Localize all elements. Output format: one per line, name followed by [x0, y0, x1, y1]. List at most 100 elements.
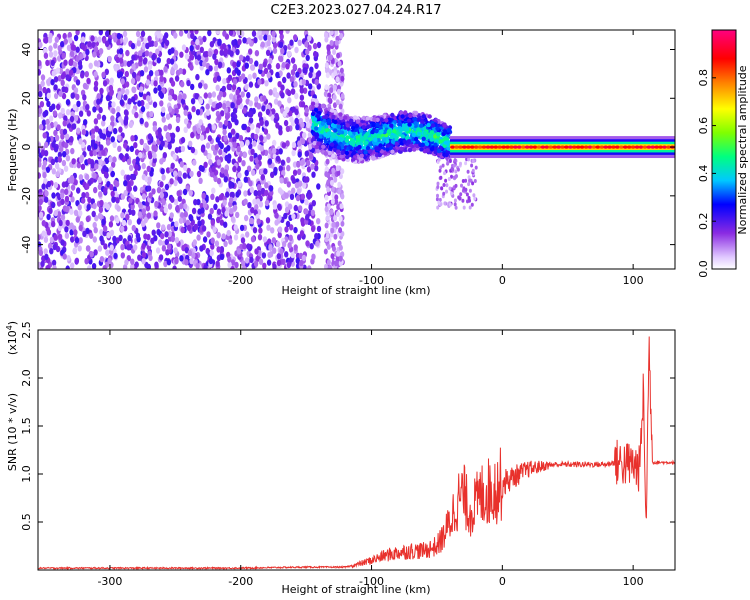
spectrogram-cell [365, 145, 371, 151]
spectrogram-cell [329, 209, 334, 216]
spectrogram-cell [285, 63, 290, 70]
spectrogram-cell [219, 246, 225, 253]
spectrogram-cell [184, 30, 189, 34]
spectrogram-cell [109, 77, 114, 84]
spectrogram-cell [70, 184, 76, 191]
spectrogram-cell [207, 30, 212, 37]
spectrogram-cell [338, 260, 343, 267]
spectrogram-cell [173, 94, 178, 101]
spectrogram-cell [173, 247, 178, 254]
spectrogram-cell [334, 198, 339, 205]
spectrogram-cell [344, 138, 350, 143]
spectrogram-cell [318, 134, 324, 139]
spectrogram-cell [191, 207, 197, 215]
spectrogram-cell [240, 73, 246, 80]
spectrogram-cell [571, 145, 577, 149]
spectrogram-cell [295, 257, 300, 264]
spectrogram-cell [139, 86, 144, 93]
spectrogram-cell [57, 75, 62, 82]
spectrogram-cell [170, 67, 175, 75]
spectrogram-cell [254, 50, 260, 57]
spectrogram-cell [94, 126, 100, 133]
spectrogram-cell [99, 87, 104, 95]
spectrogram-cell [296, 188, 301, 195]
spectrogram-cell [311, 253, 316, 260]
spectrogram-cell [630, 145, 636, 149]
spectrogram-cell [51, 192, 56, 199]
spectrogram-cell [283, 177, 288, 185]
spectrogram-cell [385, 147, 390, 152]
spectrogram-cell [138, 151, 143, 159]
spectrogram-cell [174, 147, 180, 154]
spectrogram-cell [443, 201, 447, 206]
spectrogram-cell [43, 248, 48, 255]
spectrogram-cell [98, 106, 103, 114]
spectrogram-cell [183, 109, 188, 116]
spectrogram-cell [332, 94, 337, 100]
spectrogram-cell [183, 118, 189, 125]
spectrogram-cell [158, 90, 163, 98]
spectrogram-cell [266, 224, 271, 231]
spectrogram-cell [207, 50, 213, 57]
spectrogram-cell [330, 227, 335, 234]
spectrogram-cell [332, 245, 336, 252]
spectrogram-cell [207, 135, 212, 142]
spectrogram-cell [375, 117, 380, 123]
spectrogram-cell [442, 129, 448, 134]
spectrogram-cell [291, 187, 296, 194]
spectrogram-cell [218, 194, 224, 201]
spectrogram-cell [208, 98, 213, 106]
spectrogram-cell [85, 245, 91, 252]
spectrogram-cell [46, 87, 51, 95]
spectrogram-cell [437, 157, 441, 162]
spectrogram-cell [218, 148, 223, 156]
spectrogram-cell [229, 93, 234, 100]
spectrogram-cell [464, 178, 468, 183]
spectrogram-cell [230, 102, 235, 109]
spectrogram-cell [203, 83, 208, 90]
spectrogram-cell [57, 151, 63, 159]
spectrogram-cell [195, 43, 200, 51]
spectrogram-cell [105, 203, 111, 211]
spectrogram-cell [208, 257, 214, 265]
spectrogram-cell [493, 145, 499, 149]
spectrogram-cell [64, 232, 70, 239]
spectrogram-cell [273, 166, 278, 174]
spectrogram-cell [250, 123, 255, 130]
spectrogram-cell [145, 205, 151, 212]
spectrogram-cell [63, 142, 69, 149]
spectrogram-cell [144, 121, 149, 128]
spectrogram-cell [56, 200, 62, 207]
spectrogram-cell [438, 139, 443, 144]
snr-ticks: -300 -200 -100 0 100 [97, 330, 644, 588]
spectrogram-cell [235, 132, 240, 140]
spectrogram-cell [277, 231, 282, 239]
spectrogram-cell [236, 248, 242, 255]
spectrogram-cell [292, 161, 298, 168]
spectrogram-cell [61, 181, 67, 188]
spectrogram-cell [182, 188, 188, 196]
spectrogram-cell [72, 247, 78, 254]
spectrogram-cell [205, 142, 211, 149]
spectrogram-cell [313, 50, 318, 58]
spectrogram-cell [52, 243, 57, 251]
spectrogram-cell [325, 232, 330, 239]
spectrogram-cell [333, 215, 338, 222]
spectrogram-cell [316, 218, 321, 225]
spectrogram-cell [105, 30, 110, 37]
spectrogram-cell [74, 257, 80, 264]
spectrogram-cell [340, 193, 345, 200]
spectrogram-cell [295, 123, 300, 131]
spectrogram-cell [247, 73, 253, 81]
spectrogram-cell [263, 34, 268, 41]
spectrogram-cell [60, 133, 65, 140]
spectrogram-cell [293, 34, 298, 41]
spectrogram-cell [64, 226, 69, 233]
spectrogram-cell [290, 88, 296, 95]
spectrogram-cell [54, 36, 59, 43]
spectrogram-cell [148, 153, 153, 160]
spectrogram-cell [438, 197, 442, 202]
spectrogram-cell [96, 93, 101, 100]
spectrogram-cell [344, 150, 350, 156]
spectrogram-cell [505, 145, 511, 149]
